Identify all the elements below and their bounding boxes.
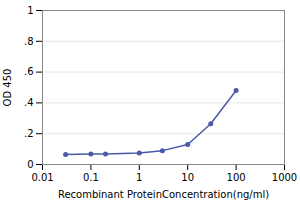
svg-text:Recombinant ProteinConcentrati: Recombinant ProteinConcentration(ng/ml) <box>58 189 269 200</box>
svg-text:OD 450: OD 450 <box>2 69 13 107</box>
svg-text:10: 10 <box>181 172 194 183</box>
svg-text:0: 0 <box>27 159 33 170</box>
svg-text:0.01: 0.01 <box>31 172 53 183</box>
svg-text:.2: .2 <box>24 128 34 139</box>
svg-text:1: 1 <box>136 172 142 183</box>
svg-text:.8: .8 <box>24 36 34 47</box>
svg-text:1000: 1000 <box>272 172 297 183</box>
svg-text:1: 1 <box>27 5 33 16</box>
svg-text:0.1: 0.1 <box>83 172 99 183</box>
svg-text:.6: .6 <box>24 66 34 77</box>
svg-text:100: 100 <box>227 172 246 183</box>
svg-text:.4: .4 <box>24 97 34 108</box>
